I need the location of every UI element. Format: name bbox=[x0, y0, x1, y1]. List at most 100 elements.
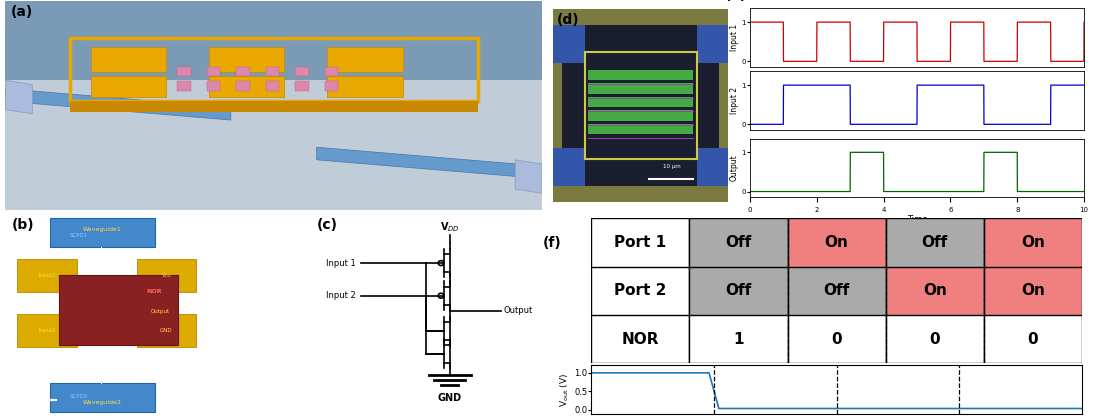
Polygon shape bbox=[316, 147, 542, 178]
Bar bbox=[137, 314, 196, 346]
Bar bbox=[553, 25, 585, 63]
Y-axis label: Input 1: Input 1 bbox=[729, 24, 739, 51]
Text: (f): (f) bbox=[543, 236, 562, 249]
Text: (e): (e) bbox=[725, 0, 747, 2]
Text: Waveguide2: Waveguide2 bbox=[83, 400, 122, 405]
Bar bbox=[562, 25, 719, 186]
Text: 0: 0 bbox=[930, 332, 940, 346]
Text: Port 1: Port 1 bbox=[614, 235, 667, 250]
Polygon shape bbox=[70, 101, 477, 112]
X-axis label: Time: Time bbox=[907, 215, 927, 223]
Bar bbox=[18, 259, 77, 291]
Text: (a): (a) bbox=[11, 5, 33, 19]
Bar bbox=[696, 148, 728, 186]
Bar bbox=[690, 315, 787, 363]
Bar bbox=[886, 218, 983, 267]
Y-axis label: V$_\mathrm{out}$ (V): V$_\mathrm{out}$ (V) bbox=[558, 373, 572, 407]
Polygon shape bbox=[5, 80, 542, 210]
Bar bbox=[886, 315, 983, 363]
Polygon shape bbox=[5, 89, 231, 120]
Bar bbox=[591, 315, 690, 363]
Text: (d): (d) bbox=[556, 13, 579, 27]
Bar bbox=[690, 218, 787, 267]
Text: On: On bbox=[825, 235, 849, 250]
Bar bbox=[787, 267, 886, 315]
Bar bbox=[209, 47, 285, 72]
Bar bbox=[237, 67, 250, 76]
Bar bbox=[50, 218, 154, 247]
Text: Port 2: Port 2 bbox=[614, 284, 667, 298]
Text: NOR: NOR bbox=[147, 289, 162, 294]
Polygon shape bbox=[515, 160, 542, 193]
Bar bbox=[588, 83, 693, 94]
Polygon shape bbox=[5, 1, 542, 80]
Bar bbox=[553, 148, 585, 186]
Y-axis label: Output: Output bbox=[729, 155, 739, 181]
Bar bbox=[983, 218, 1082, 267]
Bar bbox=[585, 52, 696, 159]
Text: Input2: Input2 bbox=[38, 328, 56, 333]
Text: Waveguide1: Waveguide1 bbox=[83, 227, 122, 232]
Bar bbox=[787, 218, 886, 267]
Bar bbox=[207, 81, 220, 91]
Text: Off: Off bbox=[823, 284, 850, 298]
Bar bbox=[91, 47, 166, 72]
Text: Output: Output bbox=[504, 307, 532, 315]
Bar bbox=[296, 81, 309, 91]
Text: 40 μm: 40 μm bbox=[26, 384, 44, 389]
Bar bbox=[591, 218, 690, 267]
Bar bbox=[588, 70, 693, 80]
Bar bbox=[18, 314, 77, 346]
Bar bbox=[690, 267, 787, 315]
Bar bbox=[327, 76, 403, 97]
Text: Input 2: Input 2 bbox=[326, 291, 356, 300]
Text: SCPD2: SCPD2 bbox=[69, 394, 88, 399]
Bar bbox=[177, 67, 191, 76]
Bar bbox=[137, 259, 196, 291]
Bar bbox=[266, 67, 279, 76]
Text: V$_{DD}$: V$_{DD}$ bbox=[161, 271, 172, 280]
Text: GND: GND bbox=[438, 394, 462, 404]
Text: 0: 0 bbox=[831, 332, 842, 346]
Text: Input1: Input1 bbox=[38, 273, 56, 278]
Bar bbox=[50, 383, 154, 412]
Text: 0: 0 bbox=[1027, 332, 1038, 346]
Text: Off: Off bbox=[725, 284, 751, 298]
Text: (b): (b) bbox=[11, 218, 34, 232]
Bar bbox=[209, 76, 285, 97]
Polygon shape bbox=[5, 80, 33, 114]
Y-axis label: Input 2: Input 2 bbox=[729, 87, 739, 114]
Text: On: On bbox=[923, 284, 947, 298]
Bar bbox=[983, 267, 1082, 315]
Bar bbox=[266, 81, 279, 91]
Text: 1: 1 bbox=[734, 332, 744, 346]
Text: Off: Off bbox=[725, 235, 751, 250]
Text: NOR: NOR bbox=[622, 332, 659, 346]
Text: 10 μm: 10 μm bbox=[664, 164, 681, 169]
Bar bbox=[886, 267, 983, 315]
Text: On: On bbox=[1021, 235, 1045, 250]
Bar bbox=[237, 81, 250, 91]
Bar bbox=[325, 67, 338, 76]
Bar bbox=[59, 276, 178, 344]
Bar bbox=[588, 124, 693, 134]
Bar bbox=[787, 315, 886, 363]
Text: GND: GND bbox=[160, 328, 173, 333]
Bar bbox=[91, 76, 166, 97]
Text: SCPD1: SCPD1 bbox=[69, 233, 88, 238]
Text: Output: Output bbox=[151, 310, 170, 315]
Bar bbox=[177, 81, 191, 91]
Bar bbox=[588, 97, 693, 108]
Bar bbox=[327, 47, 403, 72]
Bar bbox=[296, 67, 309, 76]
Bar bbox=[325, 81, 338, 91]
Text: On: On bbox=[1021, 284, 1045, 298]
Bar bbox=[207, 67, 220, 76]
Text: Input 1: Input 1 bbox=[326, 259, 356, 268]
Bar bbox=[588, 110, 693, 121]
Text: V$_{DD}$: V$_{DD}$ bbox=[440, 220, 460, 234]
Bar bbox=[983, 315, 1082, 363]
Bar bbox=[696, 25, 728, 63]
Text: (c): (c) bbox=[316, 218, 337, 232]
Bar bbox=[591, 267, 690, 315]
